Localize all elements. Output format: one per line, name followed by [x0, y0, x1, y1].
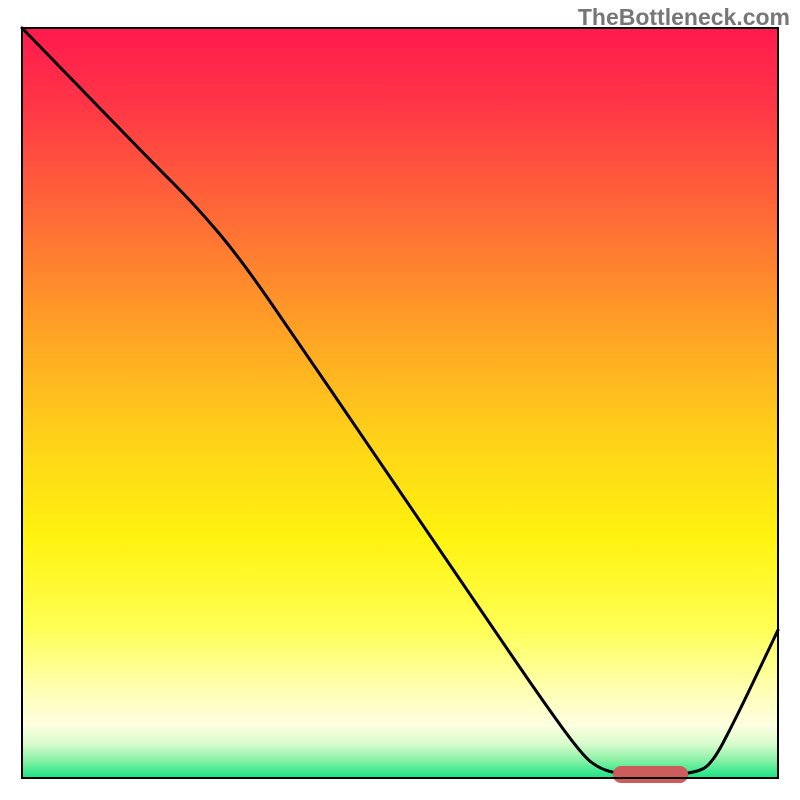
chart-plot-background	[22, 28, 778, 778]
watermark-text: TheBottleneck.com	[578, 4, 790, 31]
chart-container: TheBottleneck.com	[0, 0, 800, 800]
chart-marker	[613, 766, 688, 783]
chart-svg	[0, 0, 800, 800]
